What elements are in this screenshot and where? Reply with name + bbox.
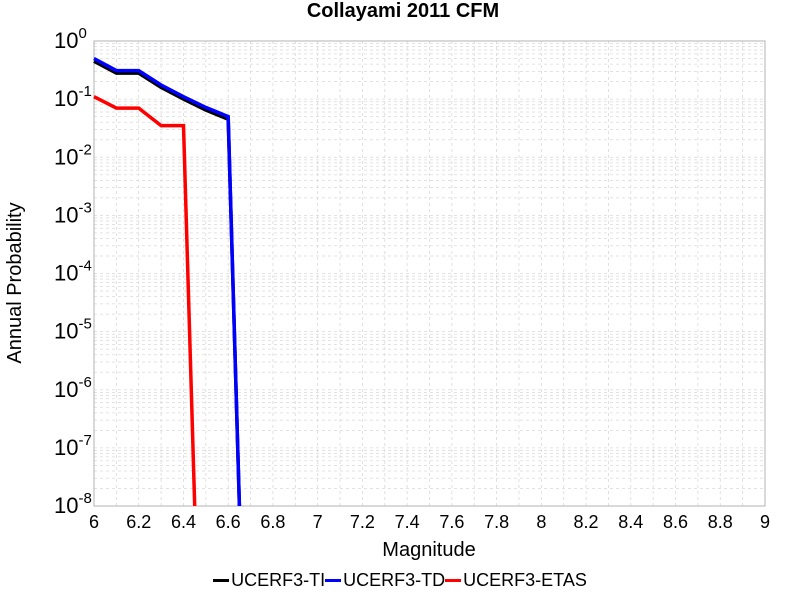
series-lines (93, 56, 242, 507)
y-tick-label: 10-5 (54, 316, 92, 344)
y-axis-ticks: 100 10-1 10-2 10-3 10-4 10-5 10-6 10-7 10-8 (54, 25, 92, 518)
legend-item: UCERF3-TI (213, 570, 325, 591)
series-line-ucerf3-td (93, 56, 242, 507)
x-tick-label: 6.8 (260, 512, 285, 532)
x-tick-label: 7.8 (484, 512, 509, 532)
legend-swatch (445, 578, 462, 582)
y-tick-label: 10-7 (54, 432, 92, 460)
x-tick-label: 8.8 (708, 512, 733, 532)
legend-swatch (213, 578, 230, 582)
y-tick-label: 10-3 (54, 199, 92, 227)
x-tick-label: 8.2 (574, 512, 599, 532)
legend-label: UCERF3-ETAS (463, 569, 587, 590)
x-tick-label: 8.6 (663, 512, 688, 532)
x-tick-label: 7.4 (395, 512, 420, 532)
x-tick-label: 6.2 (126, 512, 151, 532)
x-tick-label: 6.6 (216, 512, 241, 532)
plot-area (93, 40, 766, 507)
y-tick-label: 10-2 (54, 141, 92, 169)
y-tick-label: 10-4 (54, 258, 92, 286)
x-tick-label: 6.4 (171, 512, 196, 532)
legend-item: UCERF3-ETAS (445, 570, 587, 591)
grid (93, 41, 766, 507)
x-axis-ticks: 6 6.2 6.4 6.6 6.8 7 7.2 7.4 7.6 7.8 8 8.2 8.4 8.6 8.8 9 (89, 512, 770, 532)
chart-title: Collayami 2011 CFM (307, 0, 499, 22)
x-tick-label: 7.6 (439, 512, 464, 532)
y-tick-label: 10-6 (54, 374, 92, 402)
series-line-ucerf3-ti (93, 59, 242, 507)
legend: UCERF3-TI UCERF3-TD UCERF3-ETAS (0, 568, 800, 592)
x-tick-label: 9 (760, 512, 770, 532)
series-line-ucerf3-etas (93, 95, 197, 507)
y-axis-label: Annual Probability (4, 202, 26, 363)
x-tick-label: 6 (89, 512, 99, 532)
x-tick-label: 7.2 (350, 512, 375, 532)
legend-label: UCERF3-TI (231, 569, 326, 590)
y-tick-label: 10-8 (54, 490, 92, 518)
y-tick-label: 10-1 (54, 83, 92, 111)
x-tick-label: 7 (313, 512, 323, 532)
legend-item: UCERF3-TD (325, 570, 445, 591)
x-tick-label: 8.4 (618, 512, 643, 532)
legend-label: UCERF3-TD (343, 569, 446, 590)
y-tick-label: 100 (54, 25, 87, 53)
legend-swatch (325, 578, 342, 582)
x-axis-label: Magnitude (382, 539, 475, 561)
x-tick-label: 8 (536, 512, 546, 532)
